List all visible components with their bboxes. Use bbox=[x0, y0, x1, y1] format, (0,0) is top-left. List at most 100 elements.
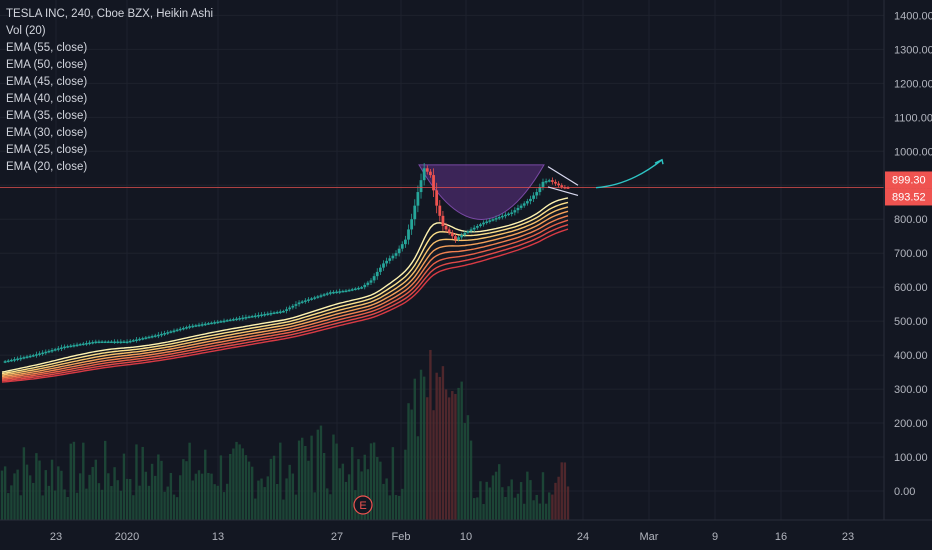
candle-body bbox=[16, 358, 20, 361]
ema-line bbox=[1, 215, 569, 379]
candle-body bbox=[94, 341, 98, 344]
legend-indicator[interactable]: EMA (50, close) bbox=[6, 59, 88, 71]
volume-bar bbox=[560, 462, 563, 520]
candle-body bbox=[85, 343, 88, 345]
candle-body bbox=[141, 338, 145, 340]
candle-body bbox=[444, 226, 448, 230]
volume-bar bbox=[69, 443, 72, 520]
candle-body bbox=[75, 344, 79, 347]
candle-body bbox=[457, 237, 460, 240]
volume-bar bbox=[28, 475, 32, 520]
y-tick-label: 700.00 bbox=[894, 248, 928, 260]
candle-body bbox=[485, 221, 489, 224]
candle-body bbox=[447, 229, 451, 233]
volume-bar bbox=[250, 466, 254, 520]
volume-bar bbox=[454, 393, 457, 520]
candle-body bbox=[266, 313, 270, 316]
volume-bar bbox=[557, 476, 560, 520]
volume-bar bbox=[172, 494, 176, 520]
volume-bar bbox=[507, 486, 510, 520]
volume-bar bbox=[466, 415, 470, 520]
volume-bar bbox=[513, 497, 517, 520]
candle-body bbox=[144, 337, 148, 339]
volume-bar bbox=[307, 460, 310, 520]
candle-body bbox=[466, 231, 470, 233]
candle-body bbox=[332, 291, 335, 294]
volume-bar bbox=[10, 485, 13, 520]
event-circle bbox=[353, 495, 373, 515]
candle-body bbox=[3, 361, 7, 363]
ema-line bbox=[1, 228, 569, 383]
legend-indicator[interactable]: EMA (40, close) bbox=[6, 93, 88, 105]
candle-body bbox=[63, 346, 66, 349]
volume-bar bbox=[72, 441, 76, 520]
candle-body bbox=[194, 325, 198, 327]
candle-body bbox=[438, 205, 442, 216]
candle-body bbox=[110, 341, 113, 344]
candle-body bbox=[250, 316, 254, 318]
price-label-bg bbox=[885, 171, 932, 189]
volume-bar bbox=[422, 376, 426, 520]
candle-body bbox=[510, 212, 514, 214]
volume-bar bbox=[504, 496, 507, 520]
volume-bar bbox=[75, 492, 79, 520]
candle-body bbox=[103, 341, 107, 344]
candle-body bbox=[56, 348, 60, 350]
candle-body bbox=[560, 185, 564, 187]
volume-bar bbox=[85, 488, 88, 520]
candle-body bbox=[353, 288, 357, 291]
earnings-event-marker[interactable]: E bbox=[353, 495, 373, 515]
volume-bar bbox=[369, 443, 373, 520]
ema-line bbox=[1, 210, 569, 378]
legend-indicator[interactable]: EMA (25, close) bbox=[6, 144, 88, 156]
candle-body bbox=[235, 318, 238, 321]
legend-indicator[interactable]: EMA (30, close) bbox=[6, 127, 88, 139]
candle-body bbox=[81, 343, 85, 346]
candle-body bbox=[422, 168, 426, 181]
price-label-bg bbox=[885, 188, 932, 206]
x-tick-label: 23 bbox=[50, 531, 62, 543]
legend-indicator[interactable]: EMA (55, close) bbox=[6, 42, 88, 54]
candle-body bbox=[19, 357, 23, 360]
y-tick-label: 1300.00 bbox=[894, 44, 932, 56]
candle-body bbox=[407, 229, 410, 240]
volume-bar bbox=[316, 429, 320, 520]
y-tick-label: 1000.00 bbox=[894, 146, 932, 158]
volume-bar bbox=[563, 462, 567, 520]
legend-indicator[interactable]: EMA (20, close) bbox=[6, 161, 88, 173]
volume-bar bbox=[288, 464, 291, 520]
candle-body bbox=[257, 315, 260, 317]
volume-bar bbox=[225, 483, 229, 520]
volume-bar bbox=[257, 480, 260, 520]
candle-body bbox=[244, 317, 248, 319]
legend-indicator[interactable]: Vol (20) bbox=[6, 25, 46, 37]
volume-bar bbox=[3, 466, 7, 520]
volume-bar bbox=[22, 447, 26, 520]
candle-body bbox=[504, 214, 507, 217]
legend-indicator[interactable]: EMA (35, close) bbox=[6, 110, 88, 122]
candle-body bbox=[529, 198, 532, 202]
candle-body bbox=[200, 324, 204, 326]
volume-bar bbox=[529, 480, 532, 520]
volume-bar bbox=[179, 475, 182, 520]
candle-body bbox=[429, 171, 432, 176]
volume-bar bbox=[544, 503, 548, 520]
x-tick-label: 13 bbox=[212, 531, 224, 543]
legend-indicator[interactable]: EMA (45, close) bbox=[6, 76, 88, 88]
candle-body bbox=[97, 341, 101, 344]
candle-body bbox=[135, 339, 138, 341]
volume-bar bbox=[438, 376, 441, 520]
candle-body bbox=[522, 203, 526, 206]
x-tick-label: 23 bbox=[842, 531, 854, 543]
candle-body bbox=[325, 293, 329, 295]
legend-title[interactable]: TESLA INC, 240, Cboe BZX, Heikin Ashi bbox=[6, 8, 214, 20]
cup-shape bbox=[418, 164, 545, 220]
candle-body bbox=[435, 190, 439, 206]
candle-body bbox=[203, 323, 207, 326]
candle-body bbox=[550, 180, 554, 182]
candle-body bbox=[78, 344, 82, 346]
volume-bar bbox=[247, 461, 251, 520]
candle-body bbox=[425, 168, 429, 172]
candle-body bbox=[394, 253, 398, 256]
